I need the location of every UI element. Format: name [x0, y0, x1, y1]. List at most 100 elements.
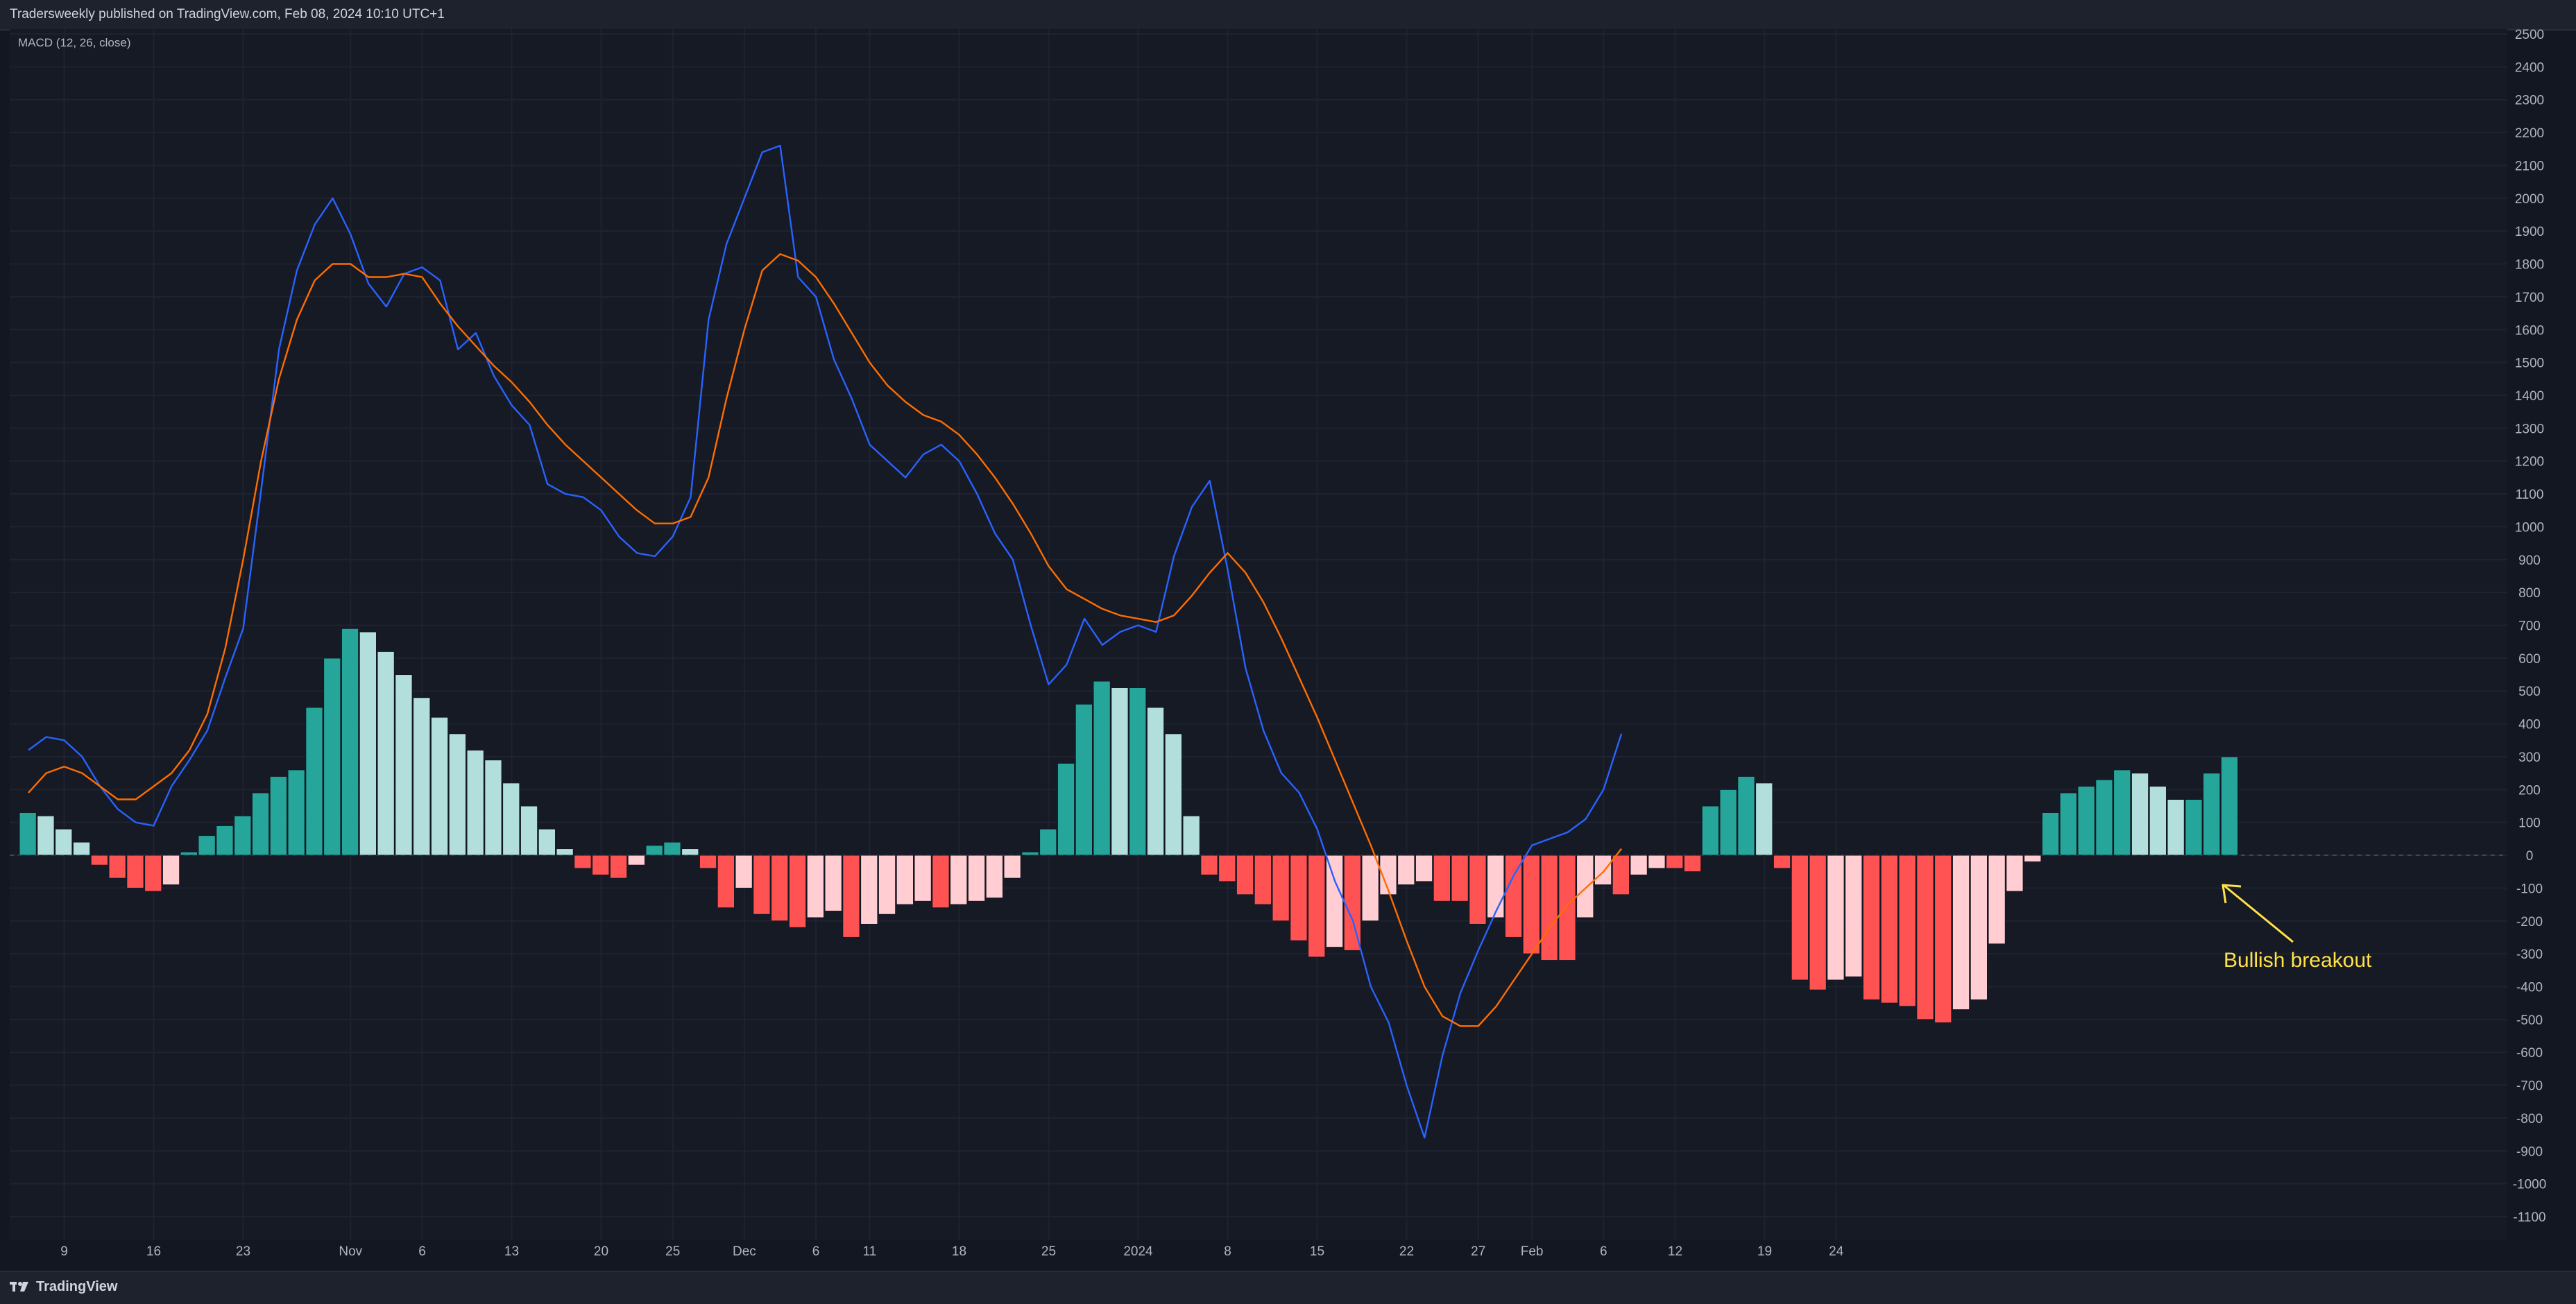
x-tick-label: 19	[1757, 1244, 1772, 1259]
histogram-bar	[1612, 855, 1630, 895]
histogram-bar	[860, 855, 878, 925]
x-tick-label: Dec	[733, 1244, 756, 1259]
histogram-bar	[1200, 855, 1218, 875]
histogram-bar	[1308, 855, 1326, 958]
histogram-bar	[2149, 786, 2167, 856]
histogram-bar	[967, 855, 986, 902]
histogram-bar	[1021, 851, 1039, 856]
histogram-bar	[251, 792, 270, 856]
x-tick-label: 25	[1041, 1244, 1056, 1259]
x-tick-label: 2024	[1123, 1244, 1153, 1259]
y-tick-label: 1000	[2515, 520, 2544, 535]
histogram-bar	[1540, 855, 1558, 961]
histogram-bar	[2203, 773, 2221, 856]
histogram-bar	[72, 841, 91, 856]
histogram-bar	[108, 855, 126, 879]
histogram-bar	[645, 845, 663, 856]
brand-logo[interactable]: TradingView	[10, 1276, 117, 1297]
x-tick-label: 15	[1310, 1244, 1324, 1259]
x-tick-label: 6	[418, 1244, 426, 1259]
histogram-bar	[1737, 775, 1755, 856]
histogram-bar	[2131, 773, 2149, 856]
histogram-bar	[878, 855, 896, 915]
y-tick-label: -500	[2516, 1013, 2543, 1028]
histogram-bar	[1272, 855, 1290, 922]
y-tick-label: 1300	[2515, 422, 2544, 436]
y-tick-label: 2300	[2515, 94, 2544, 108]
histogram-bar	[1433, 855, 1451, 902]
histogram-bar	[448, 733, 467, 856]
arrow-shaft	[2224, 884, 2294, 943]
x-tick-label: 9	[60, 1244, 68, 1259]
histogram-bar	[1361, 855, 1379, 922]
histogram-bar	[234, 815, 252, 856]
y-tick-label: 400	[2518, 718, 2541, 732]
histogram-bar	[1182, 815, 1200, 856]
y-tick-label: 1400	[2515, 389, 2544, 404]
histogram-bar	[305, 707, 323, 856]
y-tick-label: 2100	[2515, 159, 2544, 173]
y-tick-label: -400	[2516, 980, 2543, 995]
histogram-bar	[753, 855, 771, 915]
x-tick-label: Nov	[339, 1244, 362, 1259]
histogram-bar	[1934, 855, 1952, 1024]
x-tick-label: 18	[952, 1244, 966, 1259]
x-tick-label: 16	[146, 1244, 161, 1259]
y-tick-label: 2500	[2515, 28, 2544, 42]
brand-name: TradingView	[36, 1278, 118, 1294]
histogram-bar	[377, 651, 395, 856]
histogram-bar	[323, 658, 341, 856]
x-tick-label: 24	[1829, 1244, 1844, 1259]
histogram-bar	[413, 697, 431, 856]
y-tick-label: 600	[2518, 652, 2541, 667]
histogram-bar	[1558, 855, 1576, 961]
y-tick-label: 200	[2518, 783, 2541, 798]
y-tick-label: 2000	[2515, 192, 2544, 207]
histogram-bar	[1343, 855, 1361, 951]
histogram-bar	[1880, 855, 1898, 1004]
histogram-bar	[2006, 855, 2024, 892]
histogram-bar	[842, 855, 860, 938]
histogram-bar	[627, 855, 646, 866]
histogram-bar	[287, 769, 305, 856]
histogram-bar	[932, 855, 950, 909]
histogram-bar	[37, 815, 55, 856]
indicator-label[interactable]: MACD (12, 26, close)	[18, 36, 131, 49]
histogram-bar	[19, 812, 37, 856]
x-tick-label: 6	[812, 1244, 820, 1259]
histogram-bar	[914, 855, 932, 902]
histogram-bar	[1970, 855, 1988, 1000]
y-tick-label: 900	[2518, 554, 2541, 568]
arrow-head-icon	[2221, 884, 2242, 904]
publisher-info: Tradersweekly published on TradingView.c…	[10, 7, 445, 22]
y-axis: 2500240023002200210020001900180017001600…	[2513, 28, 2547, 1225]
y-tick-label: 300	[2518, 750, 2541, 765]
histogram-bar	[1916, 855, 1934, 1020]
histogram-bar	[466, 749, 484, 856]
histogram-bar	[126, 855, 144, 889]
histogram-bar	[1469, 855, 1487, 925]
histogram-bar	[1146, 707, 1165, 856]
histogram-bar	[699, 855, 717, 869]
histogram-bar	[1039, 828, 1057, 856]
histogram-bar	[162, 855, 180, 886]
histogram-bar	[1952, 855, 1970, 1011]
histogram-bar	[341, 628, 359, 856]
histogram-bar	[430, 717, 449, 856]
histogram-bar	[2113, 769, 2131, 856]
histogram-bar	[2185, 799, 2203, 856]
histogram-bar	[1827, 855, 1845, 981]
y-tick-label: 2400	[2515, 60, 2544, 75]
histogram-bar	[681, 848, 699, 856]
histogram-bar	[1701, 805, 1719, 856]
y-tick-label: 1100	[2516, 488, 2544, 502]
histogram-bar	[1666, 855, 1684, 869]
y-tick-label: 1900	[2515, 225, 2544, 239]
histogram-bar	[1791, 855, 1809, 981]
histogram-bar	[1683, 855, 1702, 873]
histogram-bar	[1988, 855, 2006, 945]
histogram-bar	[1325, 855, 1344, 948]
histogram-bar	[1451, 855, 1469, 902]
histogram-bar	[1164, 733, 1182, 856]
